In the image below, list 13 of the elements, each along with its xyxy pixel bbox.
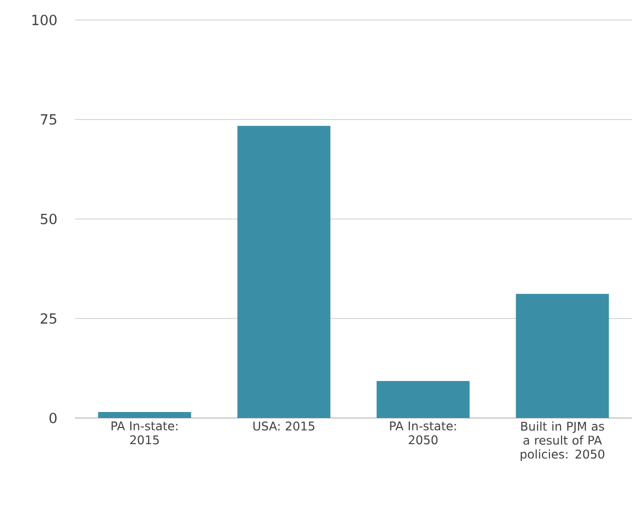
x-tick-label: USA: 2015: [253, 422, 314, 431]
bar: [516, 294, 609, 418]
y-tick-label: 100: [32, 14, 57, 26]
x-tick-label: PA In-state: 2050: [390, 422, 456, 444]
y-tick-label: 50: [40, 214, 57, 224]
y-tick-label: 0: [50, 412, 57, 424]
bar: [237, 126, 330, 418]
x-tick-label: Built in PJM as a result of PA policies: 2050: [520, 422, 604, 461]
x-tick-label: PA In-state: 2015: [112, 422, 178, 444]
bar: [98, 412, 192, 418]
y-tick-label: 25: [40, 313, 56, 324]
y-tick-label: 75: [40, 114, 56, 125]
bar: [376, 380, 470, 418]
